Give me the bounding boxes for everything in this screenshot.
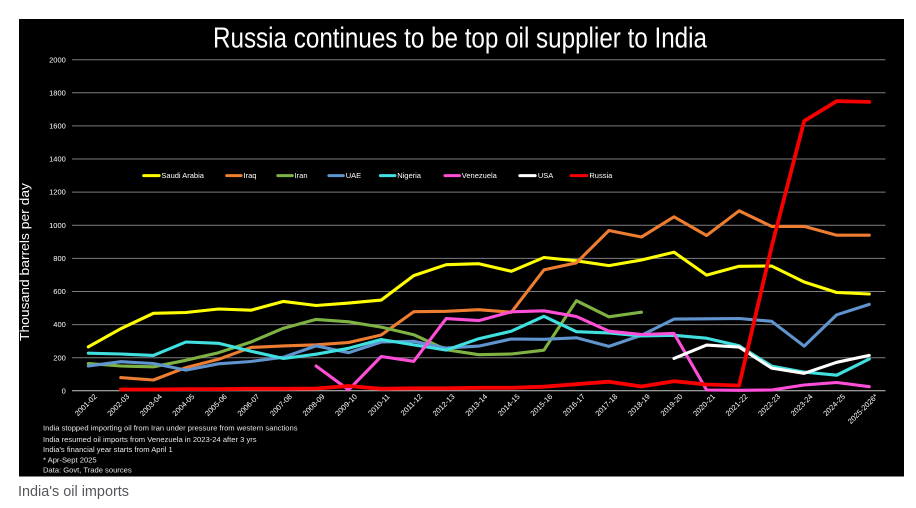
svg-text:Russia continues to be top oil: Russia continues to be top oil supplier … <box>213 23 708 55</box>
svg-text:Iraq: Iraq <box>244 171 257 180</box>
svg-text:UAE: UAE <box>346 171 361 180</box>
svg-text:* Apr-Sept 2025: * Apr-Sept 2025 <box>43 456 97 465</box>
svg-text:1000: 1000 <box>49 221 66 230</box>
svg-text:India stopped importing oil fr: India stopped importing oil from Iran un… <box>43 423 298 432</box>
svg-text:Data: Govt, Trade sources: Data: Govt, Trade sources <box>43 466 132 475</box>
svg-text:400: 400 <box>53 320 66 329</box>
svg-text:0: 0 <box>62 386 66 395</box>
svg-text:Saudi Arabia: Saudi Arabia <box>161 171 204 180</box>
svg-text:1200: 1200 <box>49 188 66 197</box>
svg-text:India's oil imports: India's oil imports <box>18 483 129 500</box>
svg-text:1800: 1800 <box>49 88 66 97</box>
svg-text:Iran: Iran <box>295 171 308 180</box>
svg-text:Venezuela: Venezuela <box>462 171 498 180</box>
svg-text:1400: 1400 <box>49 155 66 164</box>
svg-text:India's financial year starts: India's financial year starts from April… <box>43 445 173 454</box>
svg-text:600: 600 <box>53 287 66 296</box>
svg-text:Thousand barrels per day: Thousand barrels per day <box>18 182 32 341</box>
svg-text:2000: 2000 <box>49 55 66 64</box>
svg-text:USA: USA <box>538 171 553 180</box>
svg-text:1600: 1600 <box>49 122 66 131</box>
svg-text:Nigeria: Nigeria <box>397 171 422 180</box>
svg-text:200: 200 <box>53 353 66 362</box>
svg-text:India resumed oil imports from: India resumed oil imports from Venezuela… <box>43 435 257 444</box>
svg-text:800: 800 <box>53 254 66 263</box>
svg-text:Russia: Russia <box>589 171 613 180</box>
